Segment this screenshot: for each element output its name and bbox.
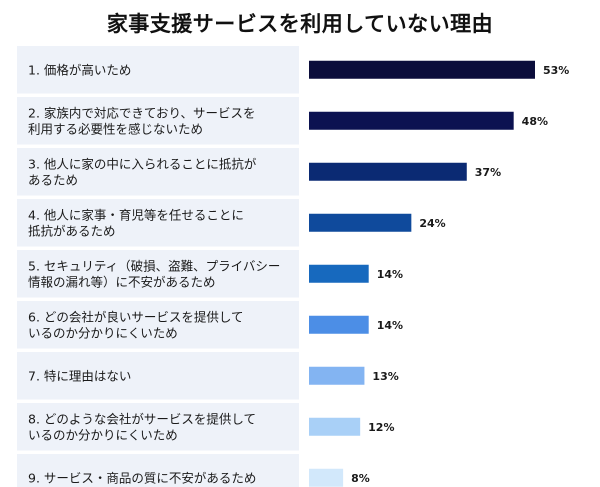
data-label: 53% bbox=[543, 64, 569, 77]
category-label-line: 利用する必要性を感じないため bbox=[28, 121, 203, 136]
bar-row: 7. 特に理由はない 13% bbox=[17, 352, 399, 400]
category-label: 2. 家族内で対応できており、サービスを利用する必要性を感じないため bbox=[28, 105, 256, 136]
data-label: 12% bbox=[368, 421, 394, 434]
bar-row: 6. どの会社が良いサービスを提供しているのか分かりにくいため 14% bbox=[17, 301, 403, 349]
chart-title: 家事支援サービスを利用していない理由 bbox=[106, 12, 494, 36]
row-label-background bbox=[17, 301, 299, 349]
row-label-background bbox=[17, 403, 299, 451]
category-label-line: いるのか分かりにくいため bbox=[28, 427, 178, 442]
category-label: 9. サービス・商品の質に不安があるため bbox=[28, 470, 256, 485]
row-label-background bbox=[17, 352, 299, 400]
data-label: 48% bbox=[522, 115, 548, 128]
category-label: 5. セキュリティ（破損、盗難、プライバシー情報の漏れ等）に不安があるため bbox=[28, 258, 280, 289]
bar-row: 5. セキュリティ（破損、盗難、プライバシー情報の漏れ等）に不安があるため 14% bbox=[17, 250, 403, 298]
bar-row: 1. 価格が高いため 53% bbox=[17, 46, 569, 94]
category-label: 3. 他人に家の中に入られることに抵抗があるため bbox=[28, 156, 257, 187]
category-label-line: 4. 他人に家事・育児等を任せることに bbox=[28, 207, 244, 222]
category-label-line: 抵抗があるため bbox=[28, 223, 116, 238]
category-label-line: 8. どのような会社がサービスを提供して bbox=[28, 411, 256, 426]
category-label: 8. どのような会社がサービスを提供しているのか分かりにくいため bbox=[28, 411, 256, 442]
category-label-line: 5. セキュリティ（破損、盗難、プライバシー bbox=[28, 258, 280, 273]
row-label-background bbox=[17, 46, 299, 94]
category-label: 6. どの会社が良いサービスを提供しているのか分かりにくいため bbox=[28, 309, 244, 340]
category-label: 7. 特に理由はない bbox=[28, 368, 131, 383]
data-label: 37% bbox=[475, 166, 501, 179]
bar-row: 2. 家族内で対応できており、サービスを利用する必要性を感じないため 48% bbox=[17, 97, 548, 145]
category-label-line: 情報の漏れ等）に不安があるため bbox=[28, 274, 216, 289]
category-label: 4. 他人に家事・育児等を任せることに抵抗があるため bbox=[28, 207, 244, 238]
bar bbox=[309, 417, 361, 436]
bar bbox=[309, 468, 344, 487]
data-label: 8% bbox=[351, 472, 370, 485]
category-label: 1. 価格が高いため bbox=[28, 62, 131, 77]
category-label-line: 7. 特に理由はない bbox=[28, 368, 131, 383]
category-label-line: 9. サービス・商品の質に不安があるため bbox=[28, 470, 256, 485]
bar-row: 8. どのような会社がサービスを提供しているのか分かりにくいため 12% bbox=[17, 403, 395, 451]
bar bbox=[309, 111, 514, 130]
row-label-background bbox=[17, 148, 299, 196]
bar-row: 3. 他人に家の中に入られることに抵抗があるため 37% bbox=[17, 148, 501, 196]
data-label: 24% bbox=[419, 217, 445, 230]
row-label-background bbox=[17, 97, 299, 145]
category-label-line: 2. 家族内で対応できており、サービスを bbox=[28, 105, 256, 120]
bar bbox=[309, 315, 369, 334]
bar bbox=[309, 264, 369, 283]
data-label: 14% bbox=[377, 319, 403, 332]
data-label: 13% bbox=[372, 370, 398, 383]
row-label-background bbox=[17, 199, 299, 247]
bar bbox=[309, 60, 535, 79]
category-label-line: いるのか分かりにくいため bbox=[28, 325, 178, 340]
category-label-line: 6. どの会社が良いサービスを提供して bbox=[28, 309, 244, 324]
bar bbox=[309, 213, 412, 232]
data-label: 14% bbox=[377, 268, 403, 281]
category-label-line: 3. 他人に家の中に入られることに抵抗が bbox=[28, 156, 257, 171]
bar-row: 9. サービス・商品の質に不安があるため 8% bbox=[17, 454, 370, 487]
row-label-background bbox=[17, 454, 299, 487]
bar bbox=[309, 162, 467, 181]
category-label-line: あるため bbox=[28, 172, 78, 187]
category-label-line: 1. 価格が高いため bbox=[28, 62, 131, 77]
row-label-background bbox=[17, 250, 299, 298]
bar-row: 4. 他人に家事・育児等を任せることに抵抗があるため 24% bbox=[17, 199, 446, 247]
bar bbox=[309, 366, 365, 385]
